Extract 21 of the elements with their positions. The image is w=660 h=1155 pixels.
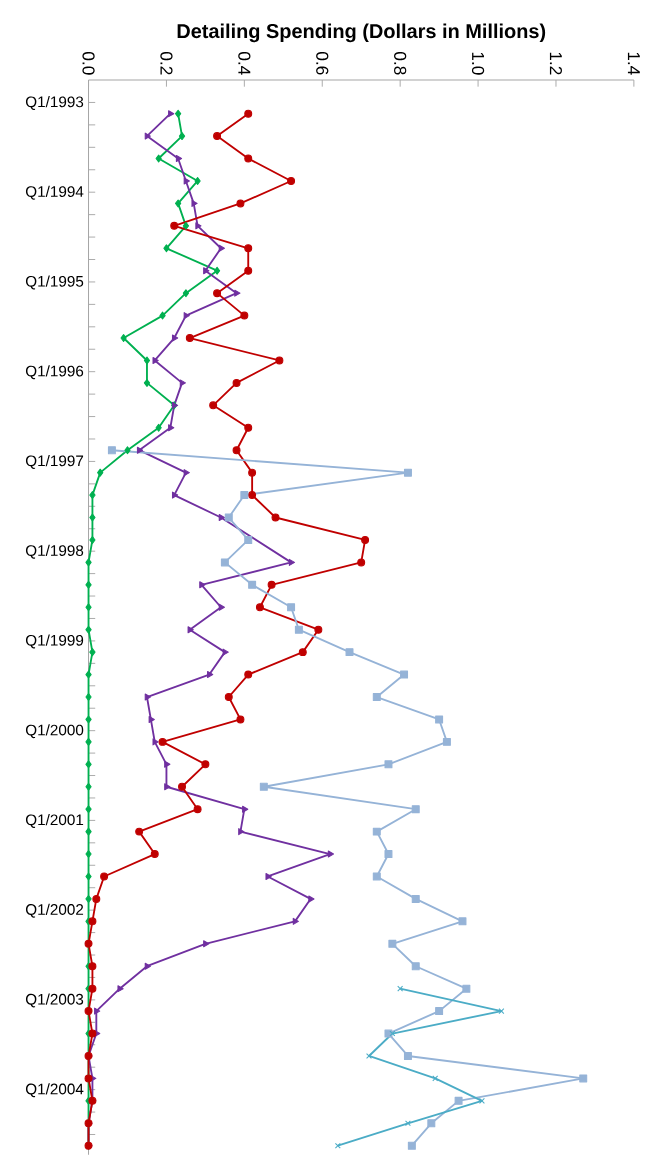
- y-tick-label: Q1/2003: [25, 993, 84, 1008]
- y-tick-label: Q1/1993: [25, 96, 84, 110]
- x-tick-label: 1.4: [627, 52, 640, 75]
- y-tick-label: Q1/1994: [25, 185, 84, 200]
- y-tick-label: Q1/2001: [25, 813, 84, 828]
- x-tick-label: 1.0: [471, 52, 485, 75]
- x-tick-label: 0.4: [238, 51, 251, 75]
- y-tick-label: Q1/2002: [25, 903, 84, 918]
- x-tick-label: 0.0: [82, 51, 95, 75]
- x-tick-label: 0.8: [394, 51, 407, 75]
- y-tick-label: Q1/1995: [25, 275, 84, 290]
- y-tick-label: Q1/1999: [25, 634, 84, 649]
- y-tick-label: Q1/1996: [25, 365, 84, 380]
- y-tick-label: Q1/2004: [25, 1083, 84, 1098]
- x-tick-label: 1.2: [549, 52, 562, 75]
- x-axis-title: Detailing Spending (Dollars in Millions): [177, 23, 546, 43]
- y-tick-label: Q1/1997: [25, 455, 84, 469]
- y-tick-label: Q1/1998: [25, 544, 84, 559]
- x-tick-label: 0.6: [316, 51, 329, 75]
- x-tick-label: 0.2: [160, 51, 173, 75]
- y-tick-label: Q1/2000: [25, 724, 84, 739]
